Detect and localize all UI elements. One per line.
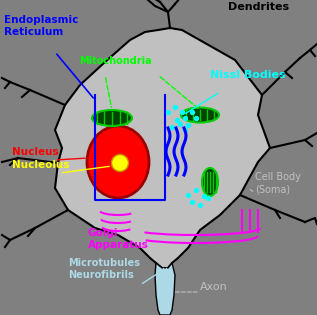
Ellipse shape — [92, 110, 132, 126]
Text: Microtubules
Neurofibrils: Microtubules Neurofibrils — [68, 258, 140, 280]
Text: Golgi
Apparatus: Golgi Apparatus — [88, 228, 149, 250]
Polygon shape — [155, 263, 175, 315]
Text: Cell Body
(Soma): Cell Body (Soma) — [255, 172, 301, 194]
Ellipse shape — [202, 168, 218, 196]
Ellipse shape — [87, 126, 149, 198]
Text: Axon: Axon — [200, 282, 228, 292]
Text: Endoplasmic
Reticulum: Endoplasmic Reticulum — [4, 15, 78, 37]
Text: Mitochondria: Mitochondria — [79, 56, 151, 66]
Ellipse shape — [112, 154, 128, 171]
Text: Nissl Bodies: Nissl Bodies — [210, 70, 286, 80]
Ellipse shape — [181, 107, 219, 123]
Text: Dendrites: Dendrites — [228, 2, 289, 12]
Text: Nucleus: Nucleus — [12, 147, 59, 157]
Text: Nucleolus: Nucleolus — [12, 160, 69, 170]
Polygon shape — [55, 28, 270, 268]
